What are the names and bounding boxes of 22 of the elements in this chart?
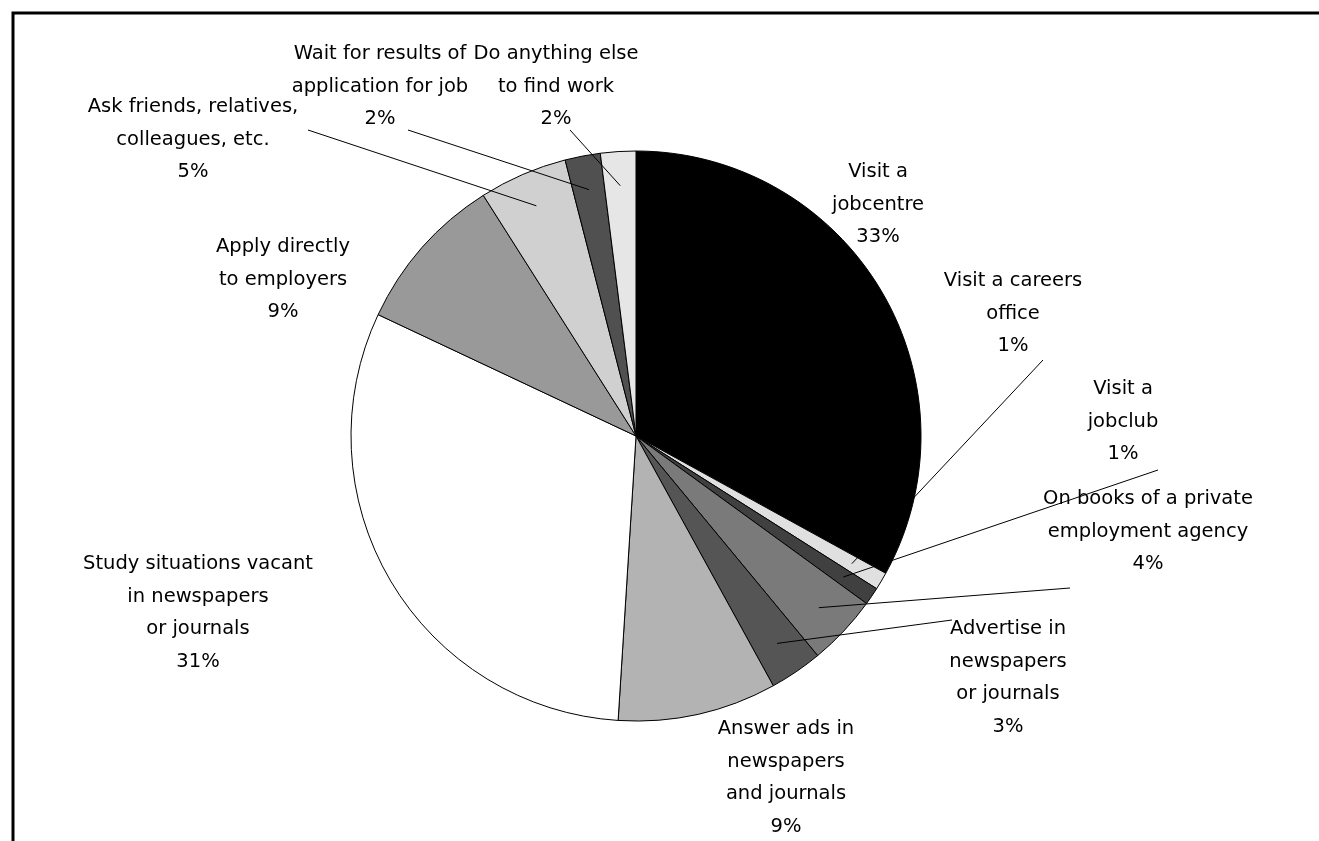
data-label: 9%	[770, 813, 802, 836]
slice-label: Answer ads in newspapers and journals	[717, 715, 855, 804]
data-label: 4%	[1132, 550, 1164, 574]
data-label: 9%	[267, 298, 299, 322]
slice-label: Visit a careers office	[943, 267, 1083, 323]
slice-label: Do anything else to find work	[473, 40, 639, 96]
slice-label: Ask friends, relatives, colleagues, etc.	[87, 93, 299, 149]
data-label: 2%	[540, 105, 572, 129]
data-label: 3%	[992, 713, 1024, 736]
data-label: 1%	[997, 332, 1029, 356]
slice-label: Study situations vacant in newspapers or journals	[83, 550, 314, 639]
slice-label: On books of a private employment agency	[1043, 485, 1253, 541]
data-label: 1%	[1107, 440, 1139, 464]
data-label: 31%	[176, 648, 220, 671]
slice-label: Visit a jobclub	[1086, 375, 1159, 431]
slice-label: Apply directly to employers	[216, 233, 350, 289]
slice-label: Advertise in newspapers or journals	[949, 615, 1067, 704]
slice-label: Visit a jobcentre	[830, 158, 925, 214]
data-label: 2%	[364, 105, 396, 129]
slice-label: Wait for results of application for job	[291, 40, 469, 96]
data-label: 5%	[177, 158, 209, 182]
data-label: 33%	[856, 223, 900, 247]
